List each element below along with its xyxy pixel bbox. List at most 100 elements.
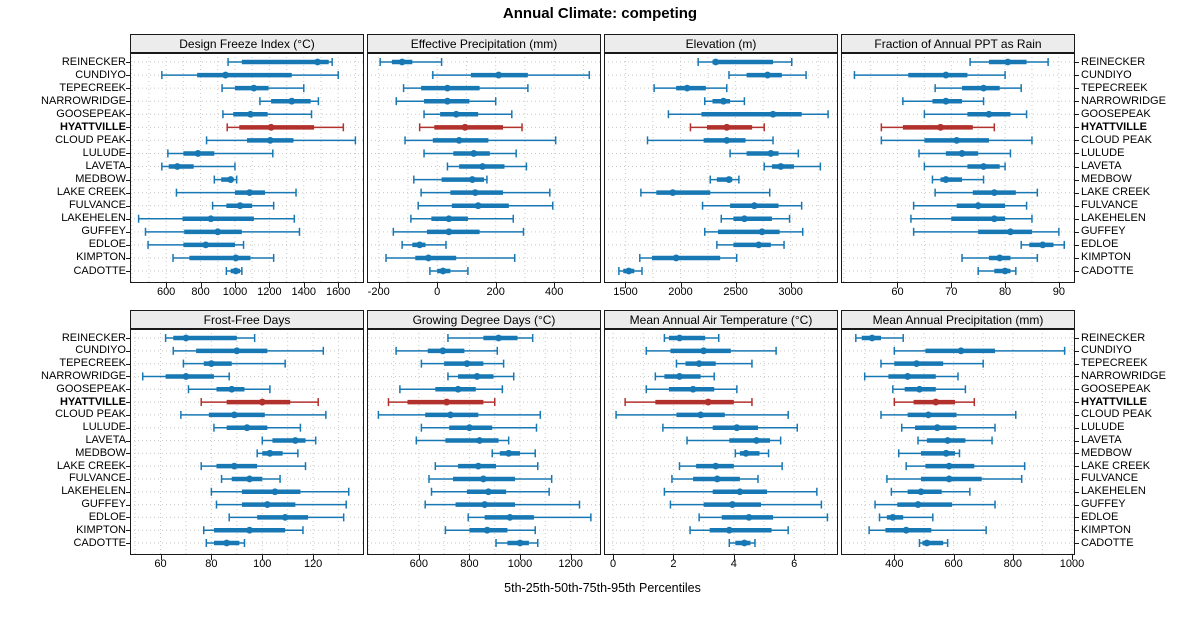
panel-strip: Growing Degree Days (°C): [367, 310, 601, 329]
percentile-interval-lakehelen: [137, 214, 296, 223]
percentile-interval-lakehelen: [210, 487, 350, 496]
x-tick-label: 200: [486, 286, 505, 298]
percentile-interval-edloe: [467, 513, 592, 522]
percentile-interval-cundiyo: [853, 71, 1006, 80]
station-label-right: LAKE CREEK: [1081, 459, 1151, 472]
panel: [130, 53, 364, 283]
x-tick-mark: [469, 555, 471, 560]
percentile-interval-reinecker: [663, 334, 720, 342]
station-label-left: TEPECREEK: [59, 357, 126, 370]
y-tick-mark: [126, 271, 130, 272]
x-tick-mark: [200, 283, 202, 288]
panel-graphics: [842, 54, 1074, 282]
percentile-interval-laveta: [415, 436, 510, 445]
station-label-right: KIMPTON: [1081, 523, 1131, 536]
percentile-interval-lake-creek: [640, 188, 771, 197]
x-tick-mark: [234, 283, 236, 288]
percentile-interval-medbow: [256, 449, 299, 458]
percentile-interval-lake-creek: [200, 462, 307, 471]
x-tick-mark: [733, 555, 735, 560]
panel-graphics: [842, 330, 1074, 554]
y-tick-mark: [126, 363, 130, 365]
percentile-interval-tepecreek: [934, 84, 1022, 93]
percentile-interval-goosepeak: [222, 110, 313, 119]
x-tick-mark: [378, 283, 380, 288]
station-label-right: LAVETA: [1081, 434, 1122, 446]
percentile-interval-medbow: [734, 449, 770, 458]
x-tick-label: 1600: [325, 286, 351, 298]
percentile-interval-cundiyo: [432, 71, 591, 80]
station-label-left: NARROWRIDGE: [41, 94, 126, 107]
y-tick-mark: [1075, 402, 1079, 404]
percentile-interval-cadotte: [429, 267, 469, 275]
percentile-interval-cundiyo: [645, 346, 777, 355]
y-tick-mark: [126, 192, 130, 194]
station-label-right: CUNDIYO: [1081, 344, 1132, 357]
percentile-interval-laveta: [261, 436, 317, 445]
percentile-interval-laveta: [686, 436, 782, 445]
y-tick-mark: [1075, 350, 1079, 352]
y-tick-mark: [1075, 179, 1079, 181]
percentile-interval-hyattville: [880, 123, 996, 132]
x-tick-label: 400: [885, 558, 904, 570]
y-tick-mark: [1075, 453, 1079, 455]
percentile-interval-lulude: [900, 423, 996, 432]
station-label-right: MEDBOW: [1081, 173, 1132, 186]
x-tick-mark: [437, 283, 439, 288]
y-tick-mark: [1075, 101, 1079, 103]
panel-strip-title: Effective Precipitation (mm): [410, 36, 558, 51]
x-tick-label: 1200: [257, 286, 282, 298]
y-tick-mark: [1075, 166, 1079, 168]
station-label-right: REINECKER: [1081, 331, 1146, 344]
y-tick-mark: [1075, 491, 1079, 493]
percentile-interval-fulvance: [211, 201, 275, 210]
y-tick-mark: [126, 218, 130, 220]
x-tick-label: 120: [303, 558, 323, 570]
percentile-interval-lulude: [213, 423, 302, 432]
percentile-interval-medbow: [413, 175, 488, 184]
x-tick-mark: [166, 283, 168, 288]
x-tick-label: 100: [253, 558, 272, 570]
percentile-interval-edloe: [1020, 240, 1065, 249]
x-tick-mark: [211, 555, 213, 560]
percentile-interval-tepecreek: [880, 359, 984, 368]
percentile-interval-hyattville: [624, 398, 753, 407]
station-label-left: KIMPTON: [76, 251, 126, 264]
x-axis-caption: 5th-25th-50th-75th-95th Percentiles: [504, 581, 701, 595]
station-label-left: LAKEHELEN: [61, 485, 126, 498]
percentile-interval-cundiyo: [728, 71, 807, 80]
y-tick-mark: [126, 179, 130, 181]
station-label-left: REINECKER: [61, 55, 126, 68]
y-tick-mark: [1075, 504, 1079, 506]
x-tick-label: 60: [154, 558, 167, 570]
percentile-interval-goosepeak: [399, 385, 504, 394]
percentile-interval-reinecker: [227, 58, 333, 66]
x-tick-label: 800: [1003, 558, 1022, 570]
station-label-left: KIMPTON: [76, 523, 126, 536]
x-tick-label: 2000: [668, 286, 693, 298]
percentile-interval-guffey: [704, 227, 804, 236]
y-tick-mark: [126, 114, 130, 116]
x-tick-mark: [1012, 555, 1014, 560]
panel: [604, 329, 838, 555]
y-tick-mark: [1075, 257, 1079, 259]
x-tick-mark: [951, 283, 953, 288]
percentile-interval-lake-creek: [934, 188, 1039, 197]
y-tick-mark: [1075, 271, 1079, 272]
percentile-interval-narrowridge: [902, 97, 985, 106]
y-tick-mark: [126, 402, 130, 404]
percentile-interval-medbow: [709, 175, 740, 184]
x-tick-mark: [894, 555, 896, 560]
percentile-interval-tepecreek: [221, 84, 305, 93]
station-label-left: LULUDE: [82, 146, 126, 159]
percentile-interval-lulude: [662, 423, 798, 432]
percentile-interval-laveta: [917, 436, 993, 445]
percentile-interval-cadotte: [728, 539, 756, 547]
station-label-right: KIMPTON: [1081, 251, 1131, 264]
y-tick-mark: [126, 453, 130, 455]
percentile-interval-reinecker: [969, 58, 1049, 66]
panel-graphics: [368, 54, 600, 282]
y-tick-mark: [1075, 114, 1079, 116]
y-tick-mark: [126, 127, 130, 129]
